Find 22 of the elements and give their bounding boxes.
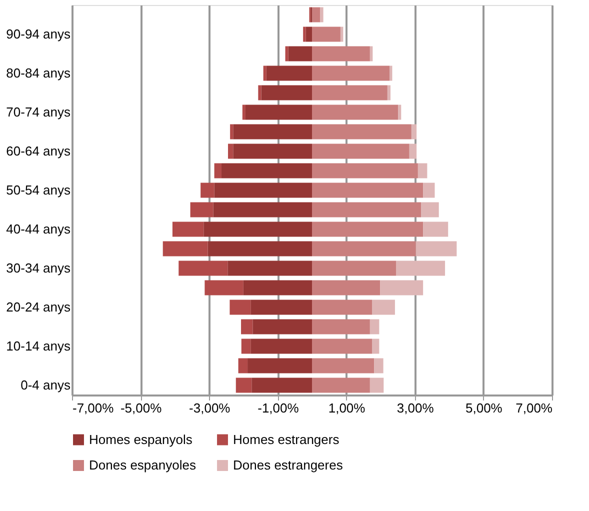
y-tick-label: 80-84 anys — [6, 65, 71, 80]
y-tick-label: 90-94 anys — [6, 26, 71, 42]
x-tick-label: 5,00% — [465, 400, 503, 416]
legend-label: Dones espanyoles — [89, 458, 196, 472]
y-tick-label: 60-64 anys — [6, 143, 71, 158]
y-tick-label: 30-34 anys — [6, 260, 71, 276]
legend-label: Dones estrangeres — [233, 458, 344, 472]
y-tick-label: 70-74 anys — [6, 104, 71, 120]
x-tick-label: 1,00% — [328, 400, 366, 416]
x-tick-label: 7,00% — [516, 400, 553, 416]
legend-label: Homes espanyols — [89, 432, 193, 447]
x-tick-label: -1,00% — [258, 400, 300, 416]
y-tick-label: 50-54 anys — [6, 182, 71, 198]
legend-label: Homes estrangers — [233, 432, 340, 447]
y-tick-label: 10-14 anys — [6, 338, 71, 354]
x-tick-label: -7,00% — [72, 400, 114, 416]
x-tick-label: -5,00% — [120, 400, 162, 416]
y-tick-label: 0-4 anys — [20, 377, 71, 392]
y-tick-label: 40-44 anys — [6, 221, 71, 236]
x-tick-label: -3,00% — [189, 400, 231, 416]
y-tick-label: 20-24 anys — [6, 299, 71, 314]
x-tick-label: 3,00% — [396, 400, 434, 416]
